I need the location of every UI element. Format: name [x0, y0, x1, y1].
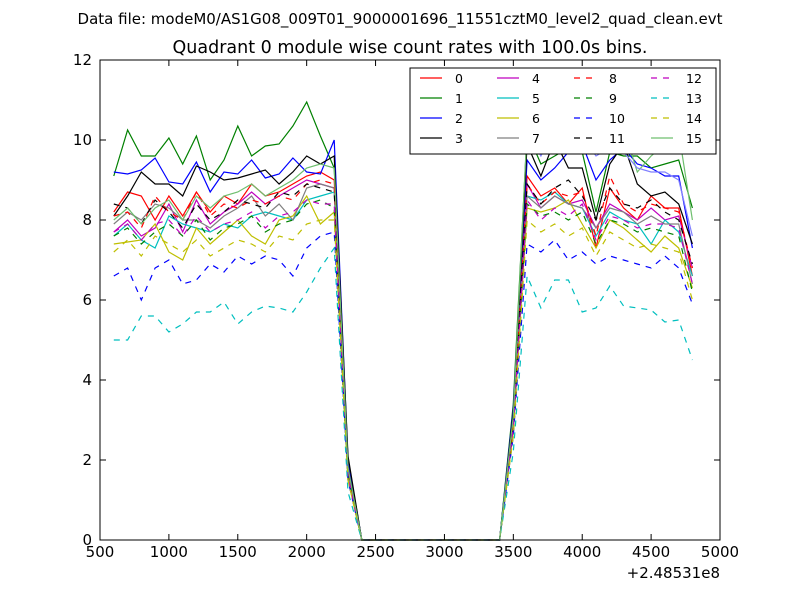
x-tick-label: 3000: [425, 543, 463, 561]
legend-label-11: 11: [609, 131, 625, 146]
y-tick-label: 2: [82, 451, 92, 469]
plot-area: 500 1000 1500 2000 2500 3000 3500 4000 4500 5000 0…: [73, 51, 739, 561]
y-tick-label: 0: [82, 531, 92, 549]
legend-box: [409, 67, 717, 155]
legend-label-3: 3: [455, 131, 463, 146]
y-tick-label: 4: [82, 371, 92, 389]
x-tick-label: 2000: [288, 543, 326, 561]
legend-label-14: 14: [686, 111, 702, 126]
legend-label-13: 13: [686, 91, 702, 106]
legend-label-1: 1: [455, 91, 463, 106]
x-tick-label: 500: [86, 543, 115, 561]
legend-label-7: 7: [532, 131, 540, 146]
legend-label-4: 4: [532, 71, 540, 86]
y-tick-label: 8: [82, 211, 92, 229]
y-tick-label: 10: [73, 131, 92, 149]
legend-label-12: 12: [686, 71, 702, 86]
x-tick-label: 2500: [356, 543, 394, 561]
x-tick-label: 5000: [701, 543, 739, 561]
y-tick-label: 6: [82, 291, 92, 309]
legend-label-9: 9: [609, 91, 617, 106]
x-tick-label: 1000: [150, 543, 188, 561]
x-tick-label: 3500: [494, 543, 532, 561]
legend-label-8: 8: [609, 71, 617, 86]
legend-label-0: 0: [455, 71, 463, 86]
legend-label-15: 15: [686, 131, 702, 146]
legend-label-2: 2: [455, 111, 463, 126]
figure-suptitle: Data file: modeM0/AS1G08_009T01_90000016…: [78, 10, 723, 29]
x-tick-label: 1500: [219, 543, 257, 561]
series-line-14: [113, 218, 693, 541]
legend-label-6: 6: [532, 111, 540, 126]
legend-label-10: 10: [609, 111, 625, 126]
x-tick-label: 4000: [563, 543, 601, 561]
chart-title: Quadrant 0 module wise count rates with …: [173, 38, 648, 58]
x-tick-label: 4500: [632, 543, 670, 561]
y-tick-label: 12: [73, 51, 92, 69]
x-axis-offset-label: +2.48531e8: [627, 564, 720, 582]
legend-label-5: 5: [532, 91, 540, 106]
